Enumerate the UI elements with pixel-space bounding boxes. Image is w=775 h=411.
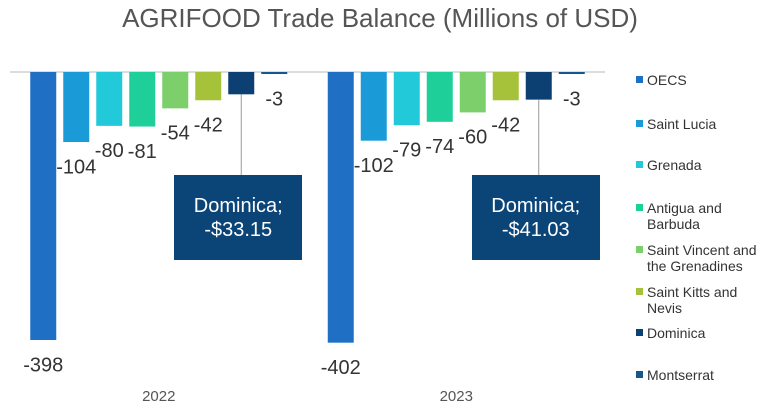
data-label: -79	[392, 139, 421, 161]
bar	[30, 72, 57, 340]
data-label-callout: Dominica; -$33.15	[174, 175, 303, 260]
legend-label: Saint Lucia	[647, 116, 717, 132]
legend-label: Antigua and Barbuda	[647, 200, 722, 232]
legend-item: Antigua and Barbuda	[636, 200, 772, 232]
legend-label: Saint Vincent and the Grenadines	[647, 242, 757, 274]
bar	[558, 72, 585, 75]
legend-swatch	[636, 76, 643, 83]
x-tick-label: 2023	[440, 388, 473, 405]
legend-item: Grenada	[636, 157, 772, 173]
bar	[96, 72, 123, 126]
bar	[195, 72, 222, 101]
legend-swatch	[636, 161, 643, 168]
bar	[492, 72, 519, 101]
data-label: -398	[23, 354, 63, 376]
legend-item: Saint Vincent and the Grenadines	[636, 242, 772, 274]
data-label: -42	[194, 115, 223, 137]
data-label: -80	[95, 140, 124, 162]
data-label: -81	[128, 141, 157, 163]
bar	[426, 72, 453, 122]
legend-label: Grenada	[647, 157, 702, 173]
data-label: -104	[56, 156, 96, 178]
bar	[162, 72, 189, 109]
chart-title: AGRIFOOD Trade Balance (Millions of USD)	[122, 3, 638, 33]
bar	[129, 72, 156, 127]
bar	[327, 72, 354, 343]
legend-swatch	[636, 329, 643, 336]
legend-item: Saint Lucia	[636, 116, 772, 132]
legend-item: OECS	[636, 72, 772, 88]
data-label: -74	[425, 136, 454, 158]
legend-item: Montserrat	[636, 367, 772, 383]
bar	[228, 72, 255, 95]
legend-swatch	[636, 120, 643, 127]
bar	[459, 72, 486, 113]
bar	[261, 72, 288, 75]
data-label: -402	[321, 357, 361, 379]
legend-label: Saint Kitts and Nevis	[647, 284, 738, 316]
bar	[360, 72, 387, 141]
bar	[393, 72, 420, 126]
legend-item: Dominica	[636, 325, 772, 341]
legend-swatch	[636, 288, 643, 295]
legend-item: Saint Kitts and Nevis	[636, 284, 772, 316]
data-label: -42	[491, 115, 520, 137]
legend-label: Dominica	[647, 325, 706, 341]
data-label: -54	[161, 123, 190, 145]
data-label: -60	[458, 127, 487, 149]
data-label: -3	[265, 88, 283, 110]
data-label: -3	[563, 88, 581, 110]
data-label-callout: Dominica; -$41.03	[471, 175, 600, 260]
data-label: -102	[354, 155, 394, 177]
legend-swatch	[636, 246, 643, 253]
legend-label: OECS	[647, 72, 687, 88]
bar	[525, 72, 552, 100]
legend-swatch	[636, 371, 643, 378]
x-tick-label: 2022	[142, 388, 175, 405]
bar	[63, 72, 90, 143]
legend-swatch	[636, 204, 643, 211]
legend-label: Montserrat	[647, 367, 714, 383]
